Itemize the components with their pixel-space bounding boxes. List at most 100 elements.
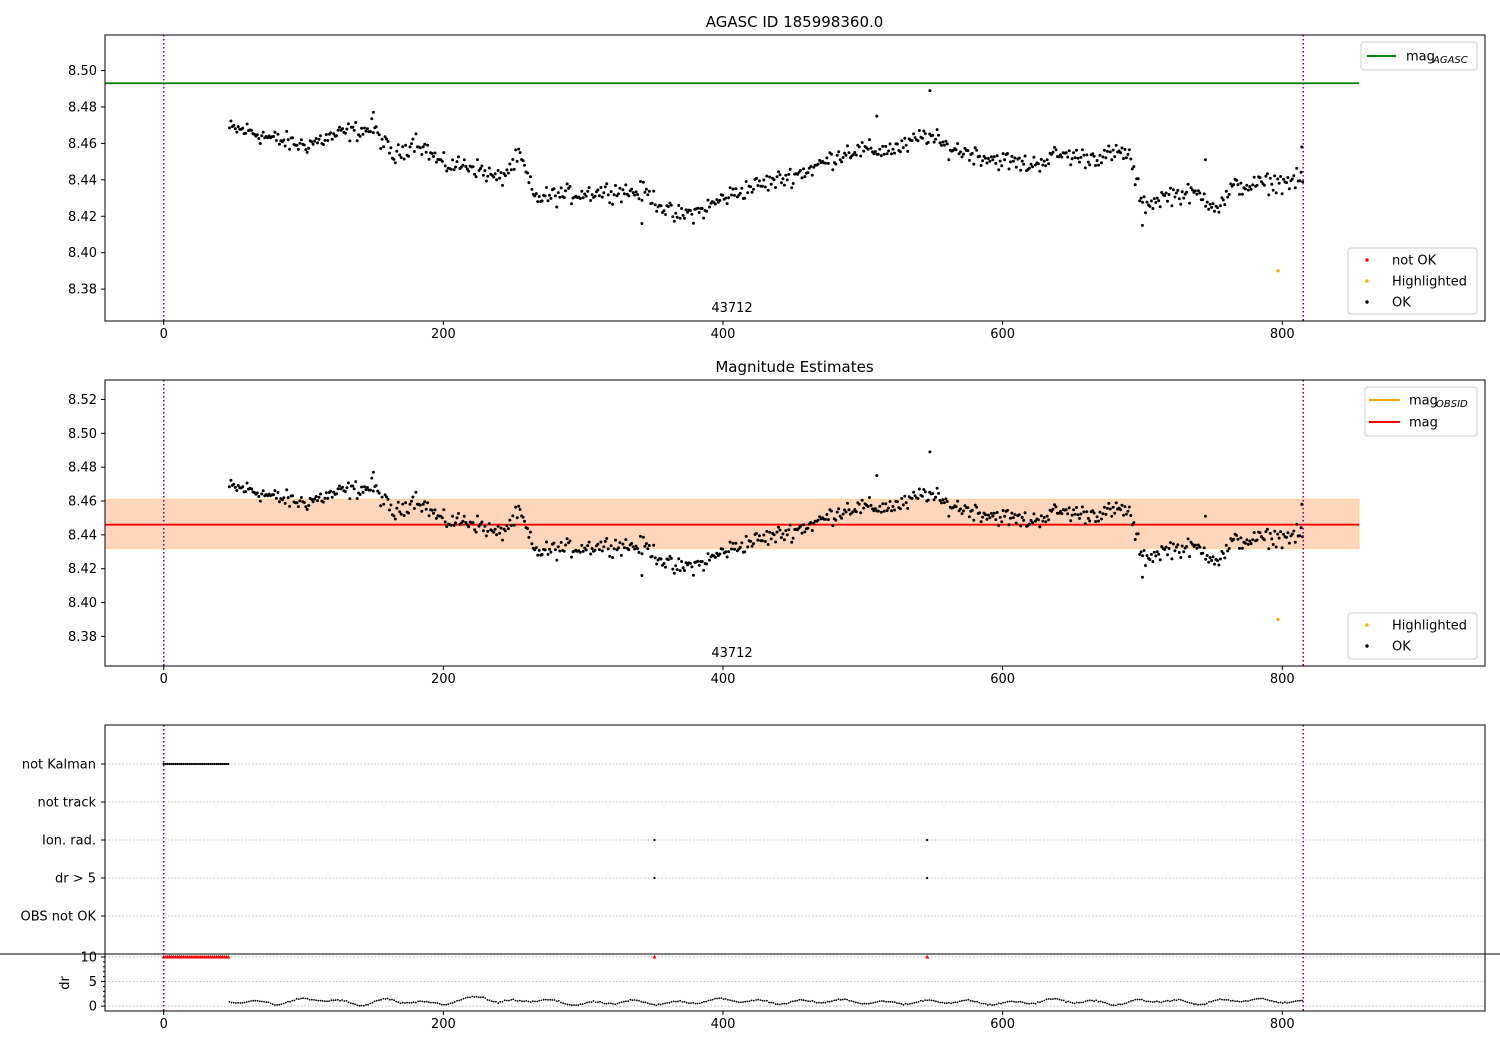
top-ok-point: [713, 202, 717, 206]
top-ok-point: [777, 170, 780, 174]
top-ok-point: [1227, 193, 1231, 196]
dr-point: [330, 999, 333, 1002]
mid-ok-point: [688, 561, 692, 565]
top-ok-point: [917, 129, 921, 132]
top-ok-point: [455, 160, 459, 164]
dr-point: [479, 996, 482, 999]
dr-point: [1130, 1000, 1132, 1002]
dr-point: [731, 999, 734, 1002]
mid-ok-point: [418, 503, 422, 507]
mid-ok-point: [1072, 508, 1076, 512]
top-ok-point: [920, 136, 924, 140]
mid-ok-point: [296, 505, 300, 509]
dr-point: [492, 1000, 495, 1003]
top-ok-point: [984, 156, 987, 160]
top-ok-point: [1031, 165, 1034, 169]
dr-point: [917, 1001, 920, 1003]
top-ok-point: [614, 184, 617, 187]
top-ok-point: [928, 89, 932, 93]
mid-ok-point: [348, 497, 352, 501]
top-ok-point: [859, 154, 863, 158]
dr-point: [1114, 1004, 1117, 1007]
dr-point: [681, 1001, 684, 1003]
mid-ok-point: [307, 504, 311, 507]
flags-frame: [104, 724, 1486, 955]
top-ok-point: [562, 196, 566, 200]
dr-point: [1000, 1002, 1002, 1005]
mid-ok-point: [778, 528, 782, 532]
dr-point: [982, 1002, 985, 1005]
top-ok-point: [1142, 195, 1146, 199]
mid-ok-point: [455, 516, 459, 520]
top-ok-point: [480, 164, 484, 168]
dr-point: [1177, 998, 1180, 1001]
dr-point: [616, 1002, 619, 1005]
mid-ok-point: [457, 512, 460, 515]
mid-ok-point: [824, 517, 827, 521]
top-ok-point: [250, 128, 253, 132]
top-ok-point: [1186, 182, 1190, 186]
mid-ok-point: [1227, 547, 1231, 550]
dr-point: [720, 997, 723, 999]
dr-point: [529, 1001, 532, 1003]
mid-ok-point: [677, 557, 681, 561]
bot-x-tick-label: 0: [160, 1017, 168, 1032]
mid-ok-point: [501, 538, 504, 542]
mid-ok-point: [261, 489, 265, 493]
top-ok-point: [618, 186, 622, 190]
top-ok-point: [1138, 199, 1142, 203]
dr-point: [922, 1000, 924, 1003]
mid-ok-point: [602, 545, 606, 549]
mid-ok-point: [461, 519, 465, 523]
mid-ok-point: [565, 537, 569, 541]
mid-ok-point: [1176, 543, 1180, 547]
mid-ok-point: [1279, 530, 1283, 534]
top-ok-point: [1180, 190, 1184, 194]
dr-point: [926, 999, 929, 1002]
mid-ok-point: [910, 496, 914, 500]
top-ok-point: [1010, 154, 1014, 158]
top-ok-point: [1029, 162, 1033, 166]
dr-point: [592, 1000, 595, 1002]
mid-ok-point: [1101, 512, 1105, 516]
flag-point: [184, 762, 187, 766]
dr-point: [657, 1003, 660, 1006]
mid-ok-point: [879, 510, 883, 514]
mid-ok-point: [885, 509, 889, 513]
top-ok-point: [700, 207, 704, 210]
dr-point: [841, 998, 844, 1001]
flag-point: [195, 762, 199, 766]
mid-ok-point: [700, 560, 704, 563]
dr-point: [1026, 1002, 1028, 1005]
dr-point: [440, 1003, 443, 1006]
top-y-tick-label: 8.46: [68, 137, 97, 152]
mid-ok-point: [762, 533, 766, 537]
top-ok-point: [420, 153, 424, 156]
top-ok-point: [843, 151, 847, 155]
mid-ok-point: [774, 540, 778, 544]
dr-point: [248, 1000, 250, 1003]
mid-ok-point: [1053, 503, 1056, 507]
mid-ok-point: [978, 511, 982, 515]
mid-ok-point: [473, 528, 477, 532]
mid-ok-point: [862, 506, 866, 510]
top-ok-point: [534, 192, 538, 196]
mid-ok-point: [984, 513, 987, 517]
dr-point: [885, 1001, 887, 1003]
dr-point: [505, 999, 508, 1002]
top-ok-point: [1236, 183, 1240, 187]
mid-ok-point: [509, 524, 513, 527]
mid-ok-point: [483, 524, 487, 528]
top-ok-point: [1154, 201, 1158, 204]
mid-ok-point: [368, 488, 372, 492]
dr-point: [709, 999, 712, 1001]
mid-ok-point: [1255, 538, 1259, 542]
mid-ok-point: [354, 480, 358, 484]
mid-ok-point: [1218, 557, 1222, 561]
legend-label: mag: [1409, 394, 1438, 409]
mid-ok-point: [1270, 537, 1274, 541]
top-ok-point: [636, 193, 640, 197]
dr-point: [722, 998, 725, 1000]
mid-ok-point: [981, 515, 985, 519]
dr-point: [434, 1002, 437, 1004]
